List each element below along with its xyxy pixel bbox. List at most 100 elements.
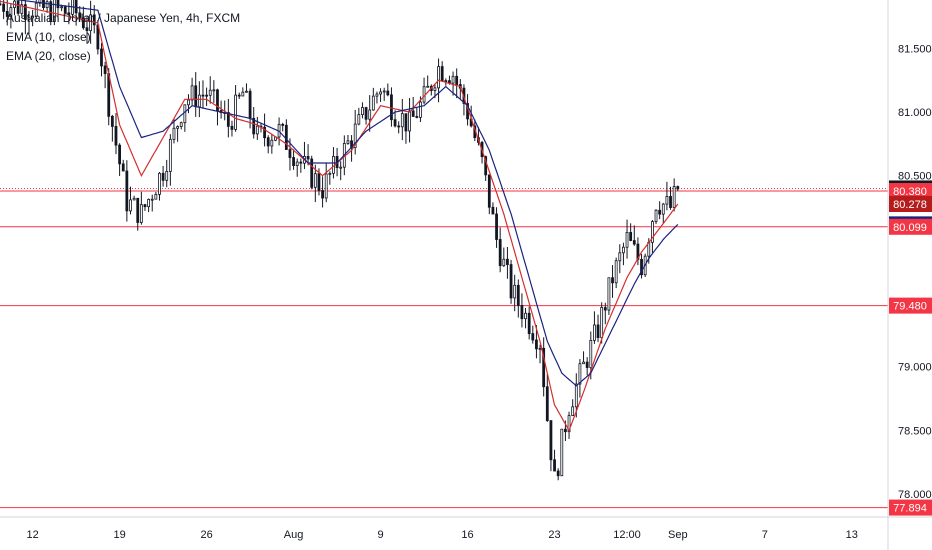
price-label-4: 80.099 [889,218,932,235]
candle-14 [49,0,53,26]
candle-118 [426,75,430,88]
price-label-text: 80.380 [893,186,927,198]
price-axis[interactable]: 81.50081.00080.50079.00078.50078.00080.4… [887,0,932,550]
candle-87 [313,164,317,203]
candle-185 [669,186,672,210]
ema-lines [0,0,679,432]
candle-67 [241,87,245,97]
candle-15 [52,0,56,26]
candle-63 [226,98,230,138]
candle-143 [516,279,520,318]
candle-28 [100,42,103,77]
candle-7 [23,0,27,35]
candle-100 [361,102,364,119]
candle-90 [324,163,328,203]
candle-1 [2,0,6,20]
candle-33 [118,143,122,176]
chart-title: Australian Dollar / Japanese Yen, 4h, FX… [6,11,241,25]
candle-18 [63,5,67,14]
ema-20-line [15,0,679,387]
candle-96 [346,134,350,145]
candle-167 [603,302,607,325]
price-label-text: 77.894 [893,503,927,515]
x-tick-label: 12 [26,529,38,541]
x-tick-label: 12:00 [613,529,641,541]
x-tick-label: 26 [200,529,212,541]
y-tick-label: 78.500 [898,425,932,437]
candle-86 [310,155,314,190]
time-axis[interactable]: 12 19 26 Aug 9 16 23 12:00 Sep 7 13 [0,516,932,541]
candle-29 [103,61,107,89]
candle-0 [0,0,2,6]
candle-13 [45,0,49,13]
candle-70 [252,107,256,139]
candle-83 [299,158,303,173]
candle-45 [161,166,165,187]
candle-141 [509,259,513,304]
candle-115 [415,107,419,119]
y-tick-label: 81.000 [898,107,932,119]
candle-140 [506,247,509,279]
candle-107 [386,83,390,97]
candle-54 [194,72,198,117]
candle-53 [190,77,194,107]
candle-23 [81,6,85,30]
price-label-1: 80.380 [889,183,932,200]
candle-126 [455,68,459,99]
y-tick-label: 80.500 [898,171,932,183]
candle-138 [498,227,502,273]
price-label-text: 79.480 [893,301,927,313]
candle-48 [172,118,176,144]
x-tick-label: 13 [846,529,858,541]
candle-59 [212,80,216,103]
y-tick-label: 81.500 [898,43,932,55]
y-tick-label: 79.000 [898,362,932,374]
candle-75 [270,134,274,154]
candle-162 [585,357,589,376]
candle-12 [42,0,45,10]
candle-32 [114,113,118,155]
x-tick-label: 7 [762,529,768,541]
candle-175 [632,225,636,246]
candle-43 [154,191,158,200]
candle-47 [168,134,172,186]
candle-137 [495,207,498,248]
candle-184 [665,181,669,211]
price-label-5: 79.480 [889,297,932,314]
candle-89 [321,176,324,208]
candle-38 [136,197,140,231]
candle-50 [179,121,183,130]
candle-136 [491,202,495,215]
candle-158 [571,399,575,417]
candle-79 [284,119,288,151]
candle-81 [292,149,295,170]
candle-36 [129,186,132,215]
horizontal-levels[interactable] [0,187,888,509]
price-label-2: 80.278 [889,195,932,212]
candle-147 [531,325,535,344]
candle-56 [201,80,205,109]
candle-37 [132,195,136,201]
candle-103 [371,87,375,111]
x-tick-label: Aug [284,529,304,541]
candle-187 [676,185,680,191]
candle-102 [368,95,372,132]
candle-177 [640,253,643,279]
candle-3 [9,3,13,29]
candle-165 [596,314,600,343]
candle-169 [611,265,614,298]
legend-ema-10[interactable]: EMA (10, close) [6,30,91,44]
candle-186 [672,178,676,212]
candle-183 [661,202,665,224]
x-tick-label: 16 [461,529,473,541]
legend-ema-20[interactable]: EMA (20, close) [6,49,91,63]
candle-144 [520,293,524,328]
candle-111 [400,98,404,141]
candle-146 [527,306,531,340]
candle-41 [147,198,151,213]
candle-25 [89,0,93,44]
candle-114 [411,96,415,117]
x-tick-label: 9 [378,529,384,541]
candle-125 [451,71,455,96]
